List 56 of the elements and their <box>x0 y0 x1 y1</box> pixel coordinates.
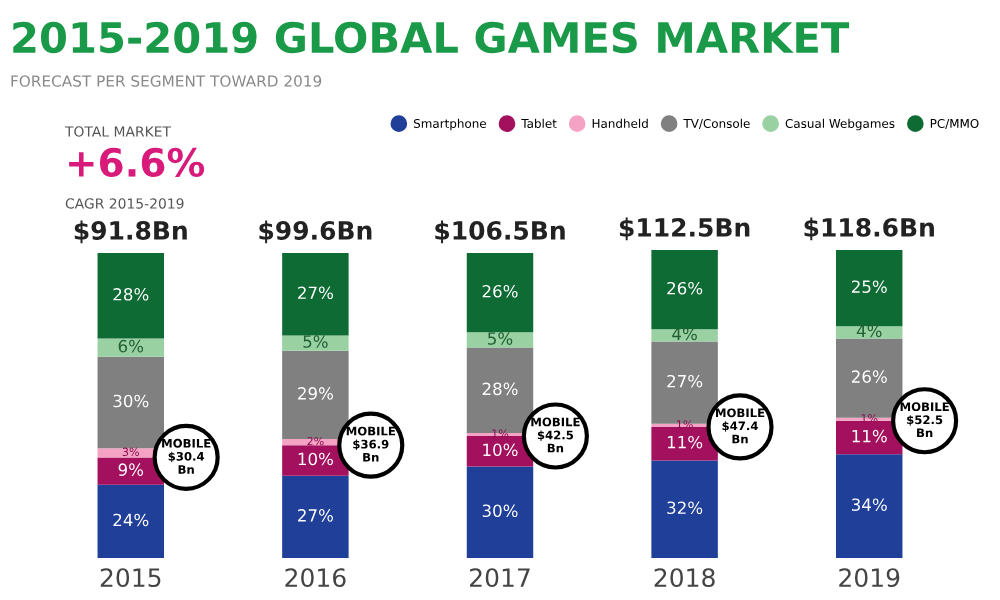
x-tick-label: 2019 <box>839 568 900 588</box>
data-label: 30% <box>113 394 149 408</box>
bar <box>651 341 718 424</box>
bar <box>836 454 903 558</box>
data-label: 30% <box>482 504 518 518</box>
bar <box>97 484 164 558</box>
annotation: $106.5Bn <box>435 220 565 244</box>
text: +6.6% <box>69 147 205 178</box>
annotation: $112.5Bn <box>619 217 750 241</box>
bar <box>97 253 164 339</box>
x-tick-label: 2015 <box>100 568 161 588</box>
bar <box>282 335 349 351</box>
x-tick-label: 2016 <box>285 568 346 588</box>
bar <box>282 475 349 558</box>
annotation: $91.8Bn <box>74 220 187 244</box>
data-label: 26% <box>482 284 518 298</box>
bar <box>97 338 164 357</box>
annotation: $118.6Bn <box>804 217 934 241</box>
data-label: 11% <box>667 435 703 449</box>
bar <box>97 356 164 449</box>
bar <box>651 250 718 330</box>
data-label: 29% <box>298 387 333 400</box>
data-label: 5% <box>488 332 513 345</box>
annotation: $99.6Bn <box>259 220 372 244</box>
bar <box>836 338 903 418</box>
data-label: 26% <box>667 281 703 295</box>
bar <box>651 460 718 558</box>
data-label: 24% <box>113 513 149 527</box>
data-label: 5% <box>303 335 328 348</box>
chart-title: 2015-2019 GLOBAL GAMES MARKET <box>13 21 850 54</box>
bar <box>466 253 534 333</box>
data-label: 26% <box>851 370 887 383</box>
bar <box>466 332 534 348</box>
data-label: 4% <box>856 324 882 338</box>
data-label: 11% <box>852 429 887 443</box>
data-label: 28% <box>113 288 149 301</box>
bar <box>466 347 534 433</box>
data-label: 10% <box>483 443 518 457</box>
bar <box>466 466 534 558</box>
data-label: 27% <box>298 509 333 522</box>
x-tick-label: 2017 <box>470 568 530 588</box>
data-label: 27% <box>298 286 333 300</box>
data-label: 25% <box>851 280 887 293</box>
data-label: 10% <box>298 452 333 466</box>
bar <box>282 350 349 440</box>
bar <box>282 253 349 336</box>
data-label: 27% <box>667 374 703 388</box>
data-label: 32% <box>667 501 703 515</box>
data-label: 6% <box>118 339 144 353</box>
bar <box>651 329 718 342</box>
data-label: 9% <box>118 463 144 476</box>
bar <box>836 250 903 327</box>
data-label: 28% <box>482 382 518 396</box>
data-label: 4% <box>672 327 697 341</box>
data-label: 34% <box>851 498 887 511</box>
x-tick-label: 2018 <box>654 568 715 588</box>
